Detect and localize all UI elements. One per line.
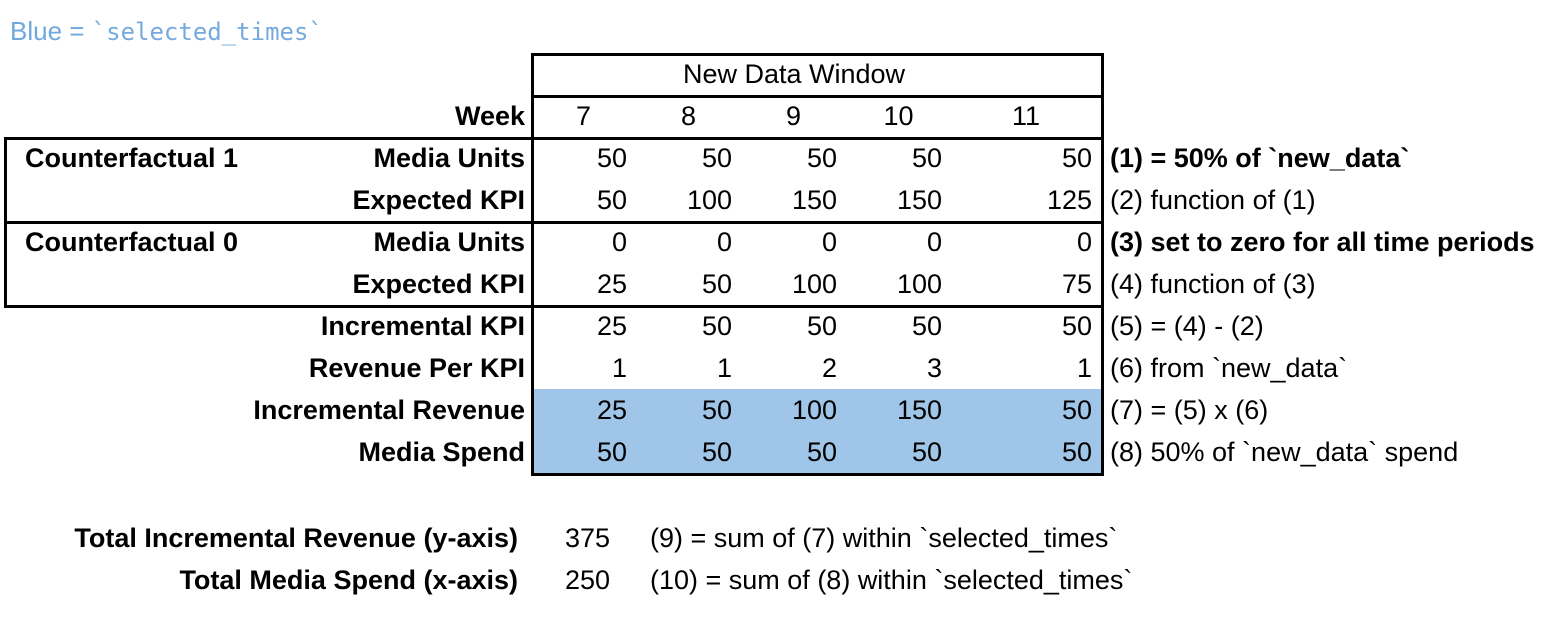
cell: 50 [701, 269, 732, 299]
row-label-media-units-cf1: Media Units [373, 143, 525, 173]
total-incremental-revenue-value: 375 [565, 523, 611, 553]
cell: 125 [1046, 185, 1092, 215]
table-row-highlighted: 25 50 100 150 50 [531, 389, 1101, 431]
note-2: (2) function of (1) [1110, 185, 1316, 215]
week-7: 7 [575, 101, 592, 131]
cell: 75 [1061, 269, 1092, 299]
total-media-spend-value: 250 [565, 565, 611, 595]
data-table-right-border [1101, 53, 1104, 476]
note-9: (9) = sum of (7) within `selected_times` [650, 523, 1118, 553]
cell: 50 [701, 143, 732, 173]
cell: 50 [806, 143, 837, 173]
note-8: (8) 50% of `new_data` spend [1110, 437, 1459, 467]
cell: 50 [911, 437, 942, 467]
counterfactual0-bottom-border [4, 305, 1104, 308]
total-incremental-revenue-label: Total Incremental Revenue (y-axis) [74, 523, 518, 553]
counterfactual-0-label: Counterfactual 0 [25, 227, 239, 257]
window-header-bottom-border [531, 95, 1104, 98]
selected-times-highlight [533, 389, 1103, 473]
note-4: (4) function of (3) [1110, 269, 1316, 299]
cell: 25 [596, 311, 627, 341]
row-label-media-spend: Media Spend [358, 437, 525, 467]
cell: 25 [596, 395, 627, 425]
new-data-window-header: New Data Window [682, 59, 906, 89]
note-6: (6) from `new_data` [1110, 353, 1348, 383]
cell: 3 [926, 353, 942, 383]
week-11: 11 [1011, 101, 1041, 131]
cell: 1 [716, 353, 732, 383]
cell: 25 [596, 269, 627, 299]
note-1: (1) = 50% of `new_data` [1110, 143, 1410, 173]
table-row: 0 0 0 0 0 [531, 221, 1101, 263]
cell: 1 [1076, 353, 1092, 383]
cell: 0 [926, 227, 942, 257]
table-row: 25 50 100 100 75 [531, 263, 1101, 305]
row-label-expected-kpi-cf0: Expected KPI [352, 269, 525, 299]
cell: 0 [821, 227, 837, 257]
row-label-incremental-revenue: Incremental Revenue [253, 395, 525, 425]
table-row: 1 1 2 3 1 [531, 347, 1101, 389]
cell: 0 [716, 227, 732, 257]
cell: 50 [1061, 143, 1092, 173]
cell: 2 [821, 353, 837, 383]
cell: 1 [611, 353, 627, 383]
counterfactual-1-label: Counterfactual 1 [25, 143, 239, 173]
table-row: 50 50 50 50 50 [531, 137, 1101, 179]
week-8: 8 [680, 101, 697, 131]
cell: 50 [1061, 395, 1092, 425]
cell: 50 [701, 437, 732, 467]
week-10: 10 [883, 101, 914, 131]
week-numbers-row: 7 8 9 10 11 [531, 95, 1101, 137]
note-5: (5) = (4) - (2) [1110, 311, 1264, 341]
week-label: Week [454, 101, 525, 131]
cell: 150 [791, 185, 837, 215]
cell: 50 [701, 395, 732, 425]
cell: 50 [806, 311, 837, 341]
cell: 0 [611, 227, 627, 257]
week-9: 9 [785, 101, 802, 131]
total-media-spend-label: Total Media Spend (x-axis) [179, 565, 518, 595]
counterfactual-divider-border [4, 221, 1104, 224]
note-7: (7) = (5) x (6) [1110, 395, 1269, 425]
cell: 50 [911, 143, 942, 173]
cell: 100 [791, 395, 837, 425]
cell: 50 [1061, 437, 1092, 467]
data-table-left-border [531, 53, 534, 476]
cell: 50 [911, 311, 942, 341]
cell: 0 [1076, 227, 1092, 257]
table-row: 50 100 150 150 125 [531, 179, 1101, 221]
cell: 100 [686, 185, 732, 215]
legend-prefix: Blue = [10, 16, 92, 46]
table-bottom-border [531, 473, 1104, 476]
row-label-expected-kpi-cf1: Expected KPI [352, 185, 525, 215]
cell: 50 [806, 437, 837, 467]
cell: 50 [596, 143, 627, 173]
table-row: 25 50 50 50 50 [531, 305, 1101, 347]
legend-code-selected-times: `selected_times` [91, 18, 323, 46]
week-row-bottom-border [4, 137, 1104, 140]
row-label-media-units-cf0: Media Units [373, 227, 525, 257]
legend-blue-selected-times: Blue = `selected_times` [10, 14, 323, 48]
cell: 50 [1061, 311, 1092, 341]
note-10: (10) = sum of (8) within `selected_times… [650, 565, 1133, 595]
note-3: (3) set to zero for all time periods [1110, 227, 1535, 257]
table-top-border [531, 53, 1104, 56]
cell: 100 [896, 269, 942, 299]
cell: 150 [896, 395, 942, 425]
cell: 150 [896, 185, 942, 215]
table-row-highlighted: 50 50 50 50 50 [531, 431, 1101, 473]
cell: 100 [791, 269, 837, 299]
cell: 50 [701, 311, 732, 341]
row-label-revenue-per-kpi: Revenue Per KPI [308, 353, 525, 383]
row-label-incremental-kpi: Incremental KPI [320, 311, 525, 341]
cell: 50 [596, 185, 627, 215]
cell: 50 [596, 437, 627, 467]
